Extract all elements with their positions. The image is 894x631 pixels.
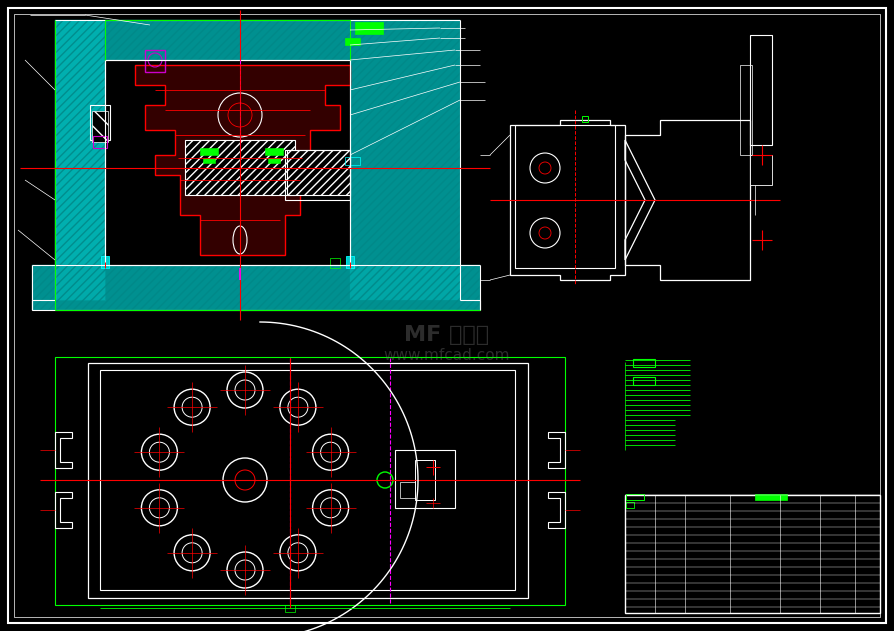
Bar: [515, 125, 615, 268]
Bar: [92, 111, 108, 142]
Bar: [750, 35, 772, 145]
Bar: [185, 140, 295, 195]
Bar: [346, 256, 354, 268]
Bar: [100, 370, 515, 590]
Bar: [268, 158, 280, 163]
Bar: [345, 157, 360, 165]
Bar: [355, 22, 383, 34]
Polygon shape: [285, 150, 350, 200]
Bar: [88, 363, 528, 598]
Bar: [750, 155, 772, 185]
Bar: [633, 377, 655, 385]
Bar: [93, 136, 107, 148]
Bar: [633, 359, 655, 367]
Bar: [626, 502, 634, 508]
Bar: [415, 460, 435, 500]
Polygon shape: [32, 265, 480, 310]
Bar: [755, 494, 787, 500]
Polygon shape: [350, 20, 460, 300]
Bar: [740, 65, 752, 155]
Bar: [145, 50, 165, 72]
Bar: [203, 158, 215, 163]
Bar: [287, 150, 350, 195]
Bar: [285, 150, 350, 200]
Bar: [400, 482, 415, 498]
Text: MF 迹风网: MF 迹风网: [404, 325, 490, 345]
Text: www.mfcad.com: www.mfcad.com: [384, 348, 510, 362]
Bar: [395, 450, 455, 508]
Bar: [625, 495, 880, 613]
Bar: [626, 494, 644, 500]
Bar: [582, 116, 588, 122]
Polygon shape: [135, 65, 350, 255]
Bar: [285, 605, 295, 612]
Polygon shape: [105, 20, 350, 60]
Bar: [105, 60, 350, 265]
Bar: [55, 357, 565, 605]
Bar: [200, 148, 218, 155]
Polygon shape: [55, 20, 105, 300]
Bar: [265, 148, 283, 155]
Bar: [101, 256, 109, 268]
Polygon shape: [55, 20, 105, 300]
Bar: [345, 38, 360, 45]
Bar: [330, 258, 340, 268]
Bar: [90, 105, 110, 140]
